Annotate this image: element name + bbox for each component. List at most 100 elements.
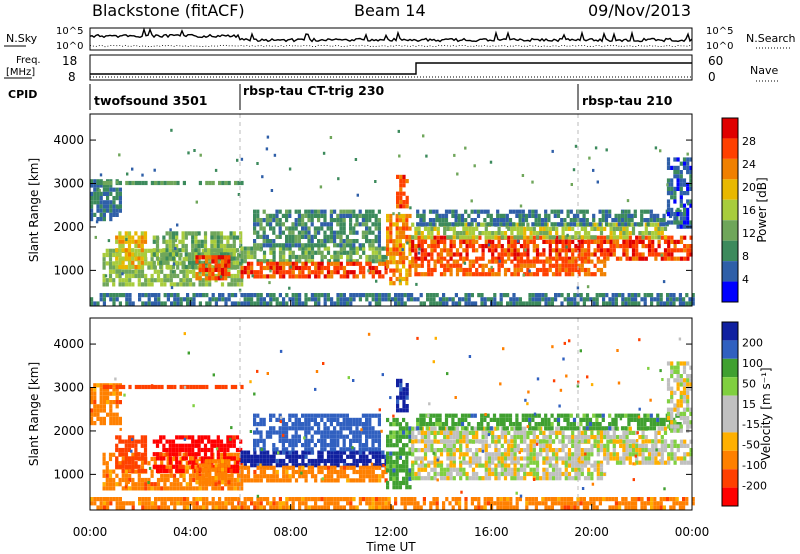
velocity-cell-r2 [105, 465, 109, 470]
power-cell-r4 [197, 260, 201, 265]
velocity-cell-r2 [220, 456, 225, 462]
velocity-cell-r11 [599, 443, 604, 448]
velocity-cell-r11 [430, 460, 434, 465]
power-cell-r11 [548, 252, 552, 257]
velocity-cell-r7 [352, 469, 356, 475]
power-cell-r4 [152, 252, 156, 257]
power-cell-r11 [430, 248, 434, 253]
power-cell-r5 [220, 263, 225, 268]
power-cell-r11 [599, 252, 604, 257]
power-cell-r2 [182, 257, 186, 262]
velocity-cell-r11 [439, 452, 444, 457]
power-cell-r15 [202, 293, 206, 298]
velocity-cell-r11 [452, 448, 456, 453]
power-cell-r9 [389, 226, 393, 231]
power-cell-r14 [496, 213, 500, 218]
power-cell-r0 [90, 196, 94, 201]
velocity-cell-r6 [342, 450, 347, 455]
power-cell-r4 [152, 235, 156, 240]
power-cell-r9 [402, 213, 406, 219]
velocity-cell-r11 [532, 460, 536, 465]
power-cell-r14 [659, 222, 663, 227]
velocity-cell-r11 [484, 460, 488, 465]
velocity-cell-r8 [256, 443, 260, 448]
power-cell-r14 [422, 218, 426, 223]
velocity-cell-r1 [202, 384, 206, 390]
power-cell-r6 [330, 254, 334, 260]
power-cell-r6 [243, 254, 247, 260]
power-cell-r2 [102, 261, 106, 266]
power-cell-r12 [481, 267, 485, 273]
power-cell-r8 [269, 226, 273, 231]
power-cell-r7 [301, 270, 305, 275]
velocity-cell-r8 [253, 430, 257, 435]
velocity-cell-r7 [320, 469, 324, 475]
power-cell-r15 [349, 301, 353, 306]
power-cell-r14 [521, 209, 525, 214]
power-colorbar-tick: 16 [742, 204, 756, 217]
power-cell-r6 [250, 246, 254, 251]
power-cell-r11 [593, 239, 597, 244]
velocity-cell-r2 [188, 465, 193, 470]
velocity-cell-r4 [216, 435, 220, 440]
velocity-cell-r11 [430, 443, 434, 448]
velocity-cell-r8 [349, 438, 353, 443]
power-cell-r12 [455, 272, 460, 277]
power-cell-r13 [587, 235, 591, 240]
power-cell-r13 [657, 231, 661, 236]
velocity-cell-r12 [523, 471, 527, 477]
power-cell-r8 [256, 209, 260, 214]
power-cell-r15 [323, 301, 327, 306]
power-cell-r8 [336, 218, 340, 223]
velocity-cell-r7 [352, 478, 356, 483]
velocity-cell-r6 [250, 458, 254, 464]
power-cell-r8 [339, 222, 343, 227]
velocity-cell-r4 [216, 439, 220, 444]
velocity-cell-r2 [108, 456, 113, 462]
velocity-cell-r8 [352, 422, 356, 427]
power-cell-r14 [441, 218, 445, 223]
velocity-cell-r11 [510, 456, 514, 461]
velocity-cell-r4 [155, 452, 160, 457]
velocity-cell-r12 [433, 463, 437, 468]
velocity-cell-r9 [405, 480, 409, 486]
power-cell-r4 [187, 256, 192, 261]
velocity-cell-r9 [398, 434, 402, 439]
velocity-cell-r8 [265, 430, 269, 435]
velocity-cell-r8 [259, 438, 263, 443]
power-cell-r15 [573, 293, 577, 298]
power-cell-r13 [535, 231, 540, 236]
velocity-cell-r8 [275, 447, 279, 452]
power-cell-r1 [170, 180, 174, 186]
power-cell-r13 [497, 226, 501, 231]
power-scatter-cell [621, 210, 624, 214]
power-scatter-cell [174, 239, 178, 243]
power-cell-r12 [500, 259, 504, 264]
power-cell-r4 [162, 256, 166, 261]
power-cell-r15 [304, 293, 308, 298]
power-cell-r7 [298, 265, 302, 271]
power-cell-r15 [272, 293, 276, 298]
velocity-cell-r11 [555, 452, 559, 457]
power-cell-r14 [598, 222, 602, 227]
velocity-cell-r6 [307, 458, 311, 464]
power-cell-r16 [679, 199, 683, 204]
velocity-cell-r11 [561, 456, 565, 461]
power-cell-r14 [566, 222, 570, 227]
velocity-cell-r2 [185, 486, 189, 491]
power-cell-r15 [282, 301, 286, 306]
velocity-cell-r4 [165, 452, 169, 457]
power-cell-r4 [216, 248, 220, 253]
velocity-cell-r3 [134, 452, 138, 457]
power-cell-r2 [214, 252, 218, 258]
power-cell-r16 [682, 161, 687, 166]
power-cell-r11 [574, 256, 578, 261]
power-cell-r12 [455, 263, 460, 268]
velocity-cell-r3 [115, 443, 119, 448]
power-cell-r16 [686, 220, 690, 225]
power-scatter-cell [368, 257, 371, 261]
velocity-cell-r12 [411, 471, 415, 477]
power-cell-r0 [96, 208, 100, 213]
velocity-cell-r12 [455, 471, 460, 477]
velocity-cell-r2 [147, 486, 151, 491]
